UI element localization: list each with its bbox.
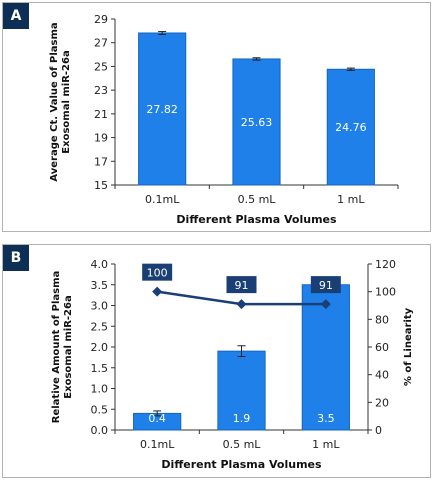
chart-a-value-label: 24.76 [335, 121, 367, 134]
chart-b-y-tick-label: 1.5 [91, 362, 109, 375]
chart-b-y-tick-label: 3.0 [91, 300, 109, 313]
chart-a-bar [326, 68, 375, 186]
chart-b-x-tick-label: 0.5 mL [223, 438, 262, 451]
chart-b-y-tick-label: 0.0 [91, 424, 109, 437]
chart-a-y-axis-title: Average Ct. Value of Plasma [49, 22, 60, 181]
chart-a-y-tick-label: 19 [94, 132, 108, 145]
chart-b-linearity-label-box [310, 276, 341, 294]
chart-a-y-tick-label: 17 [94, 155, 108, 168]
chart-b-x-tick-label: 0.1mL [140, 438, 175, 451]
chart-b-linearity-label-box [142, 263, 173, 281]
chart-a-y-tick-label: 23 [94, 84, 108, 97]
chart-b-y2-axis-title: % of Linearity [403, 307, 414, 386]
chart-b-y-axis-title: Exosomal miR-26a [63, 295, 74, 398]
chart-b-bar [217, 350, 266, 431]
chart-b-linearity-label: 100 [147, 267, 168, 280]
panel-a: A 15 17 19 21 23 25 27 29 27.82 0.1mL 25.63 0.5 mL 2… [2, 2, 431, 232]
chart-b-y-tick-label: 2.0 [91, 341, 109, 354]
chart-b-y-tick-label: 0.5 [91, 403, 109, 416]
chart-a-y-axis-title: Exosomal miR-26a [61, 50, 72, 153]
chart-a-bar [138, 32, 187, 186]
chart-a-value-label: 25.63 [241, 116, 273, 129]
chart-a-bar [232, 58, 281, 186]
chart-b-y2-tick-label: 40 [375, 369, 389, 382]
chart-b-value-label: 0.4 [148, 412, 166, 425]
chart-a-value-label: 27.82 [146, 103, 178, 116]
chart-b-y2-tick-label: 120 [375, 258, 396, 271]
chart-a-y-tick-label: 25 [94, 60, 108, 73]
chart-a-y-tick-label: 15 [94, 179, 108, 192]
chart-b-y-tick-label: 1.0 [91, 383, 109, 396]
chart-b-linearity-marker [320, 299, 331, 310]
chart-a-x-tick-label: 0.5 mL [238, 193, 277, 206]
chart-b-value-label: 3.5 [317, 412, 335, 425]
chart-b-y2-tick-label: 60 [375, 341, 389, 354]
chart-b-y2-tick-label: 0 [375, 424, 382, 437]
chart-a-y-tick-label: 27 [94, 37, 108, 50]
chart-b-y2-tick-label: 20 [375, 396, 389, 409]
chart-a-y-tick-label: 21 [94, 108, 108, 121]
panel-b-label: B [3, 245, 29, 271]
chart-b: 0.0 0.5 1.0 1.5 2.0 2.5 3.0 3.5 4.0 0.4 0.1mL 1.9 0.… [51, 258, 414, 471]
chart-b-y-axis-title: Relative Amount of Plasma [51, 271, 62, 424]
panel-b: B 0.0 0.5 1.0 1.5 2.0 2.5 3.0 3.5 4.0 0.4 0.1mL 1.9… [2, 244, 431, 478]
chart-a-x-axis-title: Different Plasma Volumes [176, 213, 337, 226]
chart-a-x-tick-label: 1 mL [337, 193, 365, 206]
chart-a-y-tick-label: 29 [94, 13, 108, 26]
chart-b-value-label: 1.9 [233, 412, 251, 425]
chart-b-linearity-label: 91 [235, 279, 249, 292]
chart-b-linearity-marker [236, 299, 247, 310]
chart-b-y2-tick-label: 100 [375, 286, 396, 299]
chart-b-x-tick-label: 1 mL [312, 438, 340, 451]
panel-a-label: A [3, 3, 29, 29]
chart-b-y-tick-label: 3.5 [91, 279, 109, 292]
chart-b-x-axis-title: Different Plasma Volumes [161, 458, 322, 471]
chart-b-y-tick-label: 4.0 [91, 258, 109, 271]
chart-b-y2-tick-label: 80 [375, 313, 389, 326]
chart-a: 15 17 19 21 23 25 27 29 27.82 0.1mL 25.63 0.5 mL 24.… [49, 13, 399, 226]
chart-b-linearity-marker [152, 286, 163, 297]
chart-a-x-tick-label: 0.1mL [145, 193, 180, 206]
chart-b-linearity-label-box [226, 276, 257, 294]
chart-b-linearity-label: 91 [319, 279, 333, 292]
chart-b-y-tick-label: 2.5 [91, 320, 109, 333]
